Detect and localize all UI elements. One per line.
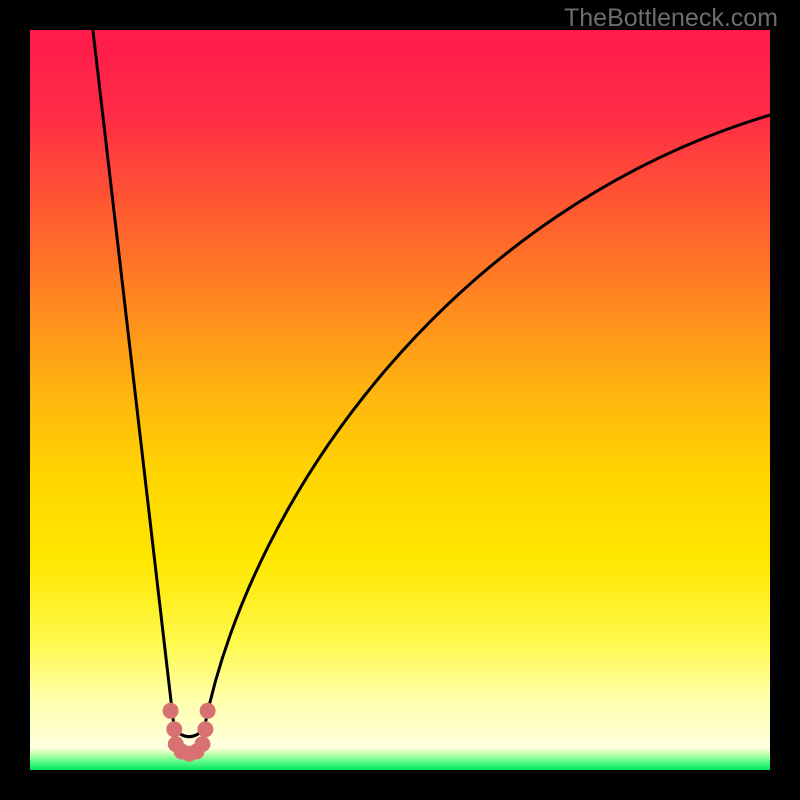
curve-marker [194,736,210,752]
curve-marker [166,721,182,737]
curve-marker [200,703,216,719]
bottleneck-curve [93,30,770,737]
curve-marker [197,721,213,737]
chart-frame: TheBottleneck.com [0,0,800,800]
curve-marker [163,703,179,719]
plot-area [30,30,770,770]
watermark-text: TheBottleneck.com [564,4,778,33]
curve-layer [30,30,770,770]
